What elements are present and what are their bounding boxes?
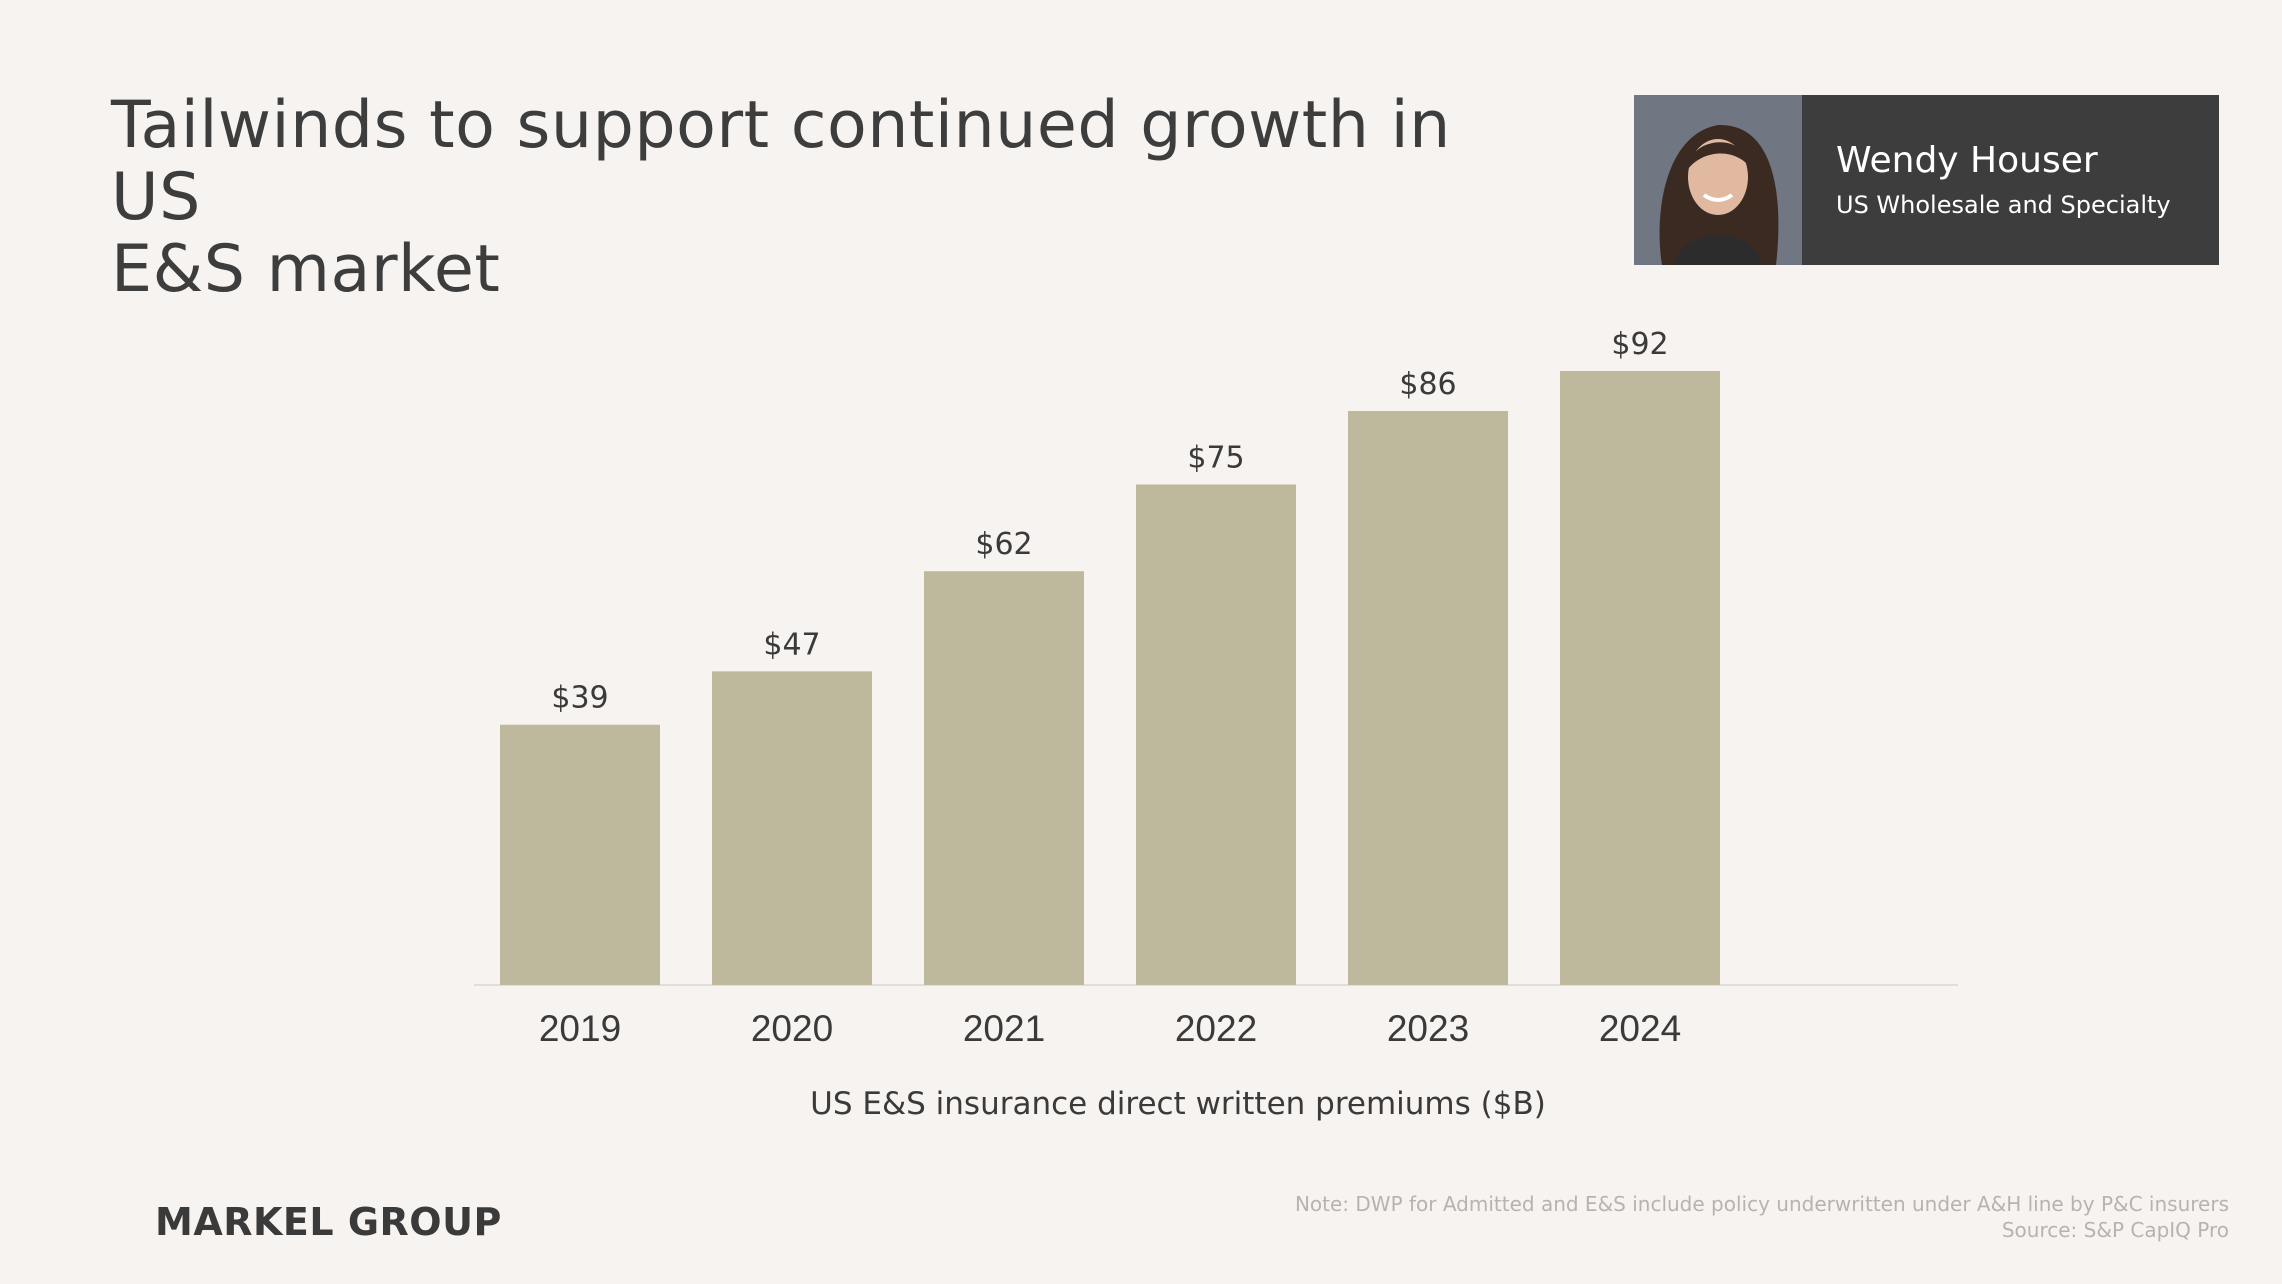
page-title: Tailwinds to support continued growth in… [111,90,1561,306]
x-axis-title: US E&S insurance direct written premiums… [810,1086,1546,1122]
x-tick-label-2022: 2022 [1175,1008,1257,1049]
footnote: Note: DWP for Admitted and E&S include p… [1294,1192,2229,1216]
bar-2023 [1348,411,1508,986]
data-label-2021: $62 [975,527,1032,562]
x-tick-label-2019: 2019 [539,1008,621,1049]
speaker-portrait-icon [1634,95,1802,265]
data-label-2023: $86 [1399,367,1456,402]
x-tick-label-2024: 2024 [1599,1008,1681,1049]
speaker-name: Wendy Houser [1836,140,2098,181]
bar-2022 [1136,484,1296,985]
speaker-role: US Wholesale and Specialty [1836,191,2171,219]
brand-logo: MARKEL GROUP [155,1200,502,1244]
x-tick-label-2020: 2020 [751,1008,833,1049]
x-tick-label-2023: 2023 [1387,1008,1469,1049]
data-label-2022: $75 [1187,440,1244,475]
data-label-2024: $92 [1611,327,1668,362]
speaker-photo [1634,95,1802,265]
data-label-2019: $39 [551,681,608,716]
bar-chart: $39 2019 $47 2020 $62 2021 $75 2022 $86 2023 $92 20… [474,327,1958,1122]
source-note: Source: S&P CapIQ Pro [2001,1218,2229,1242]
bar-2024 [1560,371,1720,985]
bar-2020 [712,671,872,985]
page-title-line-1: Tailwinds to support continued growth in… [111,88,1451,235]
footer-note: Note: DWP for Admitted and E&S include p… [1295,1191,2229,1243]
page-title-line-2: E&S market [111,232,501,307]
speaker-card: Wendy Houser US Wholesale and Specialty [1634,95,2219,265]
bar-2019 [500,724,660,985]
bar-2021 [924,571,1084,985]
data-label-2020: $47 [763,627,820,662]
x-tick-label-2021: 2021 [963,1008,1045,1049]
